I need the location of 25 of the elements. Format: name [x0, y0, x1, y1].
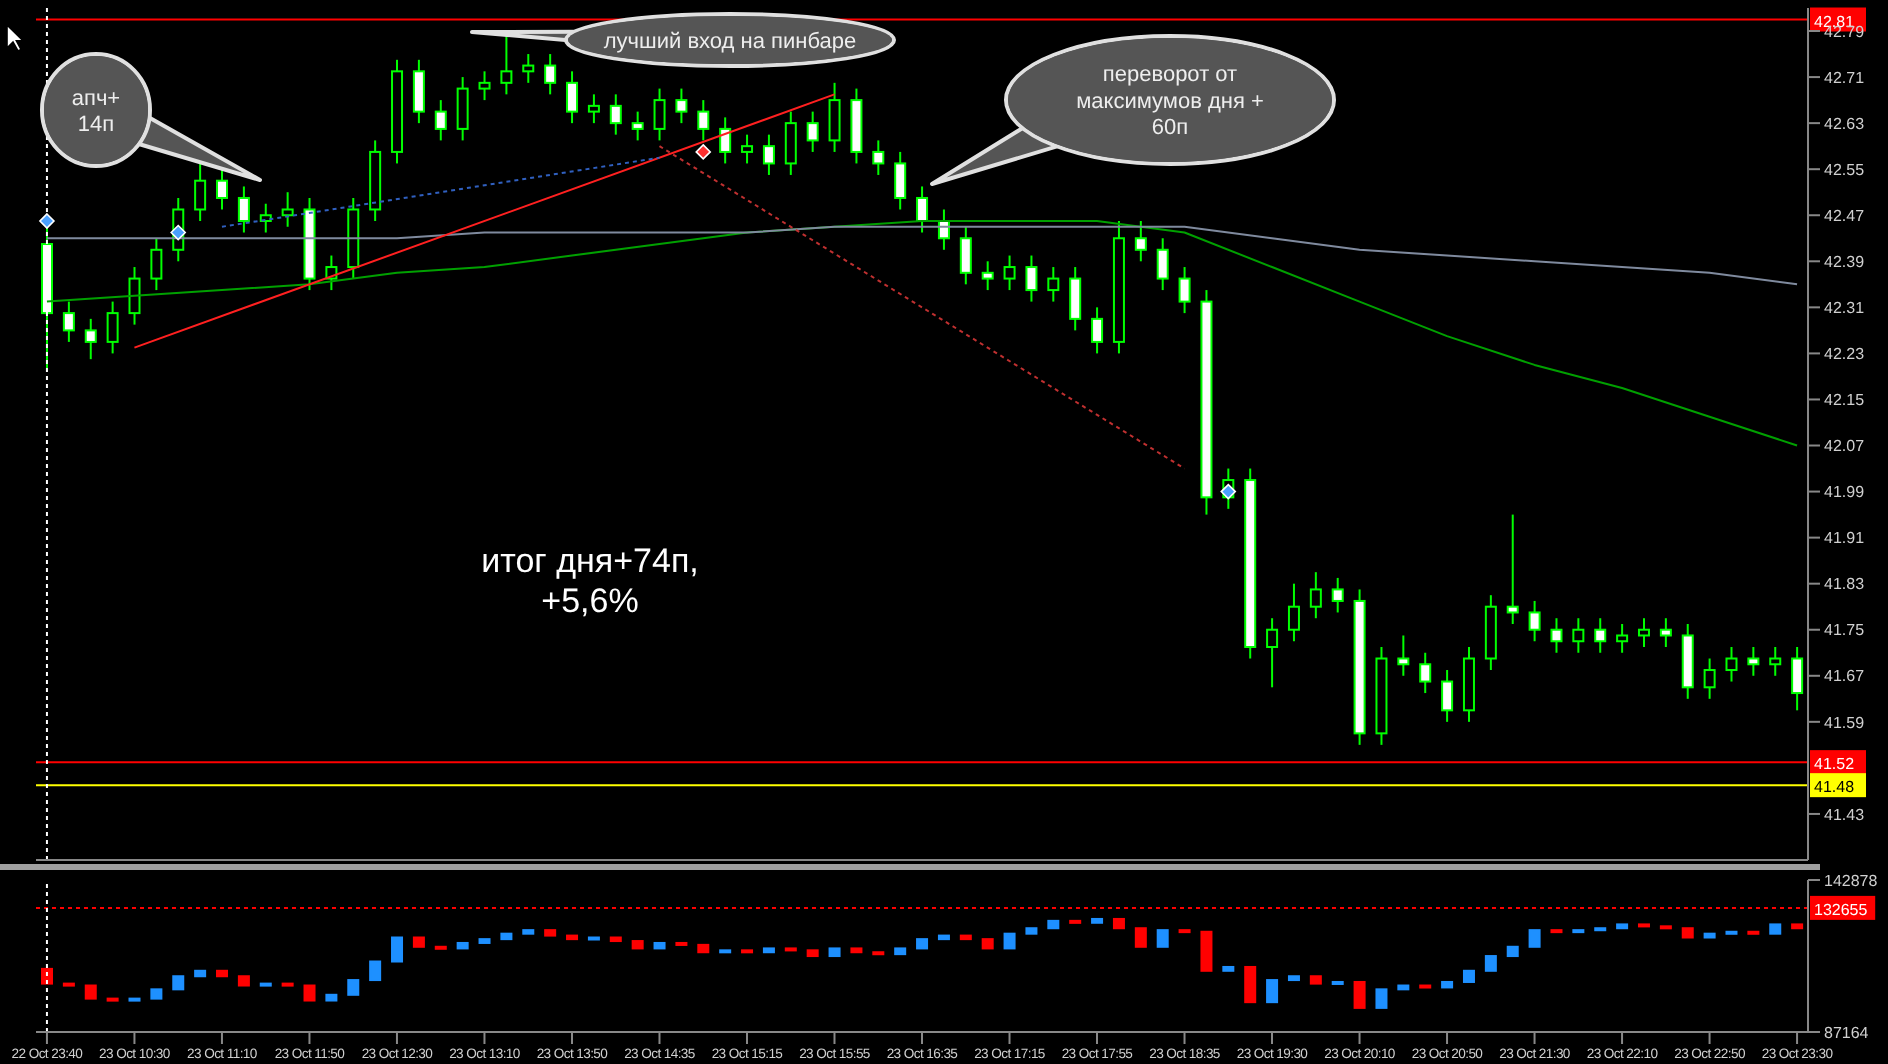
ref-line-label: 41.52: [1814, 755, 1856, 774]
y-tick-label: 42.71: [1824, 68, 1866, 87]
ref-line-label: 41.48: [1814, 778, 1856, 797]
y-tick-label: 41.59: [1824, 713, 1866, 732]
y-tick-label: 42.15: [1824, 391, 1866, 410]
y-tick-label: 42.07: [1824, 437, 1866, 456]
ref-line-label: 132655: [1814, 900, 1869, 919]
y-tick-label: 42.31: [1824, 299, 1866, 318]
y-tick-label: 41.91: [1824, 529, 1866, 548]
y-tick-label: 42.55: [1824, 160, 1866, 179]
y-tick-label: 142878: [1824, 871, 1879, 890]
y-tick-label: 41.99: [1824, 483, 1866, 502]
annotation: итог дня+74п, +5,6%: [481, 541, 699, 621]
y-tick-label: 41.43: [1824, 805, 1866, 824]
y-tick-label: 42.23: [1824, 345, 1866, 364]
y-tick-label: 87164: [1824, 1023, 1870, 1042]
annotation: апч+ 14п: [71, 86, 121, 137]
y-tick-label: 42.39: [1824, 252, 1866, 271]
y-tick-label: 41.67: [1824, 667, 1866, 686]
annotation: лучший вход на пинбаре: [603, 29, 857, 54]
y-tick-label: 42.47: [1824, 206, 1866, 225]
y-tick-label: 41.83: [1824, 575, 1866, 594]
y-tick-label: 41.75: [1824, 621, 1866, 640]
annotation: переворот от максимумов дня + 60п: [1076, 63, 1264, 141]
y-tick-label: 42.63: [1824, 114, 1866, 133]
